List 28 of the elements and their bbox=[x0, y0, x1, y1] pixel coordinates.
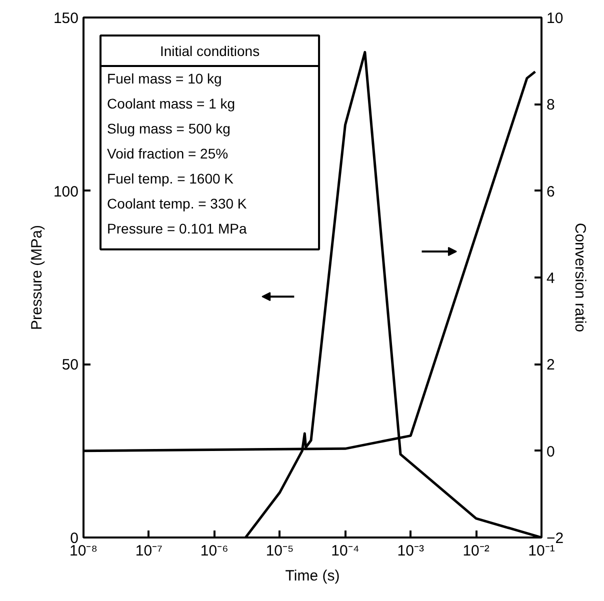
y2-axis-title: Conversion ratio bbox=[572, 222, 589, 332]
y2-tick-label: 10 bbox=[546, 10, 564, 27]
y2-tick-label: 4 bbox=[546, 270, 555, 287]
annotation: Void fraction = 25% bbox=[107, 145, 228, 162]
annotation: Coolant temp. = 330 K bbox=[107, 195, 248, 212]
y2-tick-label: 6 bbox=[546, 183, 555, 200]
x-tick-label: 10⁻⁷ bbox=[135, 542, 162, 560]
x-tick-label: 10⁻¹ bbox=[528, 542, 555, 560]
annotation: Initial conditions bbox=[160, 42, 260, 59]
y-tick-label: 100 bbox=[53, 183, 79, 200]
y-tick-label: 150 bbox=[53, 10, 79, 27]
x-tick-label: 10⁻⁶ bbox=[200, 542, 228, 560]
x-tick-label: 10⁻⁵ bbox=[266, 542, 294, 560]
y2-tick-label: 0 bbox=[546, 443, 555, 460]
x-axis-title: Time (s) bbox=[285, 568, 340, 584]
x-tick-label: 10⁻³ bbox=[397, 542, 424, 560]
annotation: Fuel temp. = 1600 K bbox=[107, 170, 234, 186]
y2-tick-label: 8 bbox=[546, 96, 555, 114]
annotation: Fuel mass = 10 kg bbox=[107, 70, 222, 87]
y-axis-title: Pressure (MPa) bbox=[28, 224, 46, 330]
y-tick-label: 50 bbox=[62, 356, 79, 374]
x-tick-label: 10⁻⁴ bbox=[331, 542, 360, 560]
y2-tick-label: 2 bbox=[546, 356, 555, 374]
annotation: Slug mass = 500 kg bbox=[107, 120, 230, 136]
annotation: Coolant mass = 1 kg bbox=[107, 95, 236, 112]
x-tick-label: 10⁻² bbox=[462, 542, 490, 560]
x-tick-label: 10⁻⁸ bbox=[69, 542, 98, 560]
annotation: Pressure = 0.101 MPa bbox=[107, 220, 247, 236]
